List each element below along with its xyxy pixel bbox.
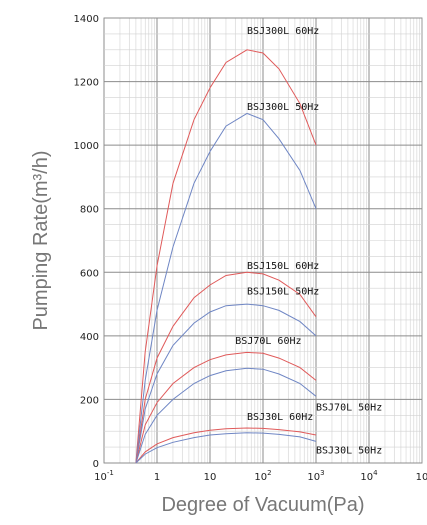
x-tick-label: 104 [360, 469, 378, 483]
y-tick-label: 0 [93, 459, 99, 470]
y-tick-label: 1400 [74, 14, 99, 25]
x-tick-label: 10-1 [94, 469, 114, 483]
series-label: BSJ30L 50Hz [316, 445, 382, 456]
series-lines [135, 49, 317, 464]
series-label: BSJ150L 60Hz [247, 261, 319, 272]
y-tick-label: 400 [80, 332, 99, 343]
y-axis-title: Pumping Rate(m³/h) [30, 150, 52, 330]
series-line [135, 112, 317, 464]
series-line [135, 271, 317, 464]
plot-grid [103, 17, 423, 464]
series-line [135, 351, 317, 464]
x-tick-label: 10 [204, 472, 217, 483]
series-label: BSJ300L 60Hz [247, 26, 319, 37]
series-line [135, 303, 317, 464]
series-line [135, 427, 317, 464]
y-tick-label: 800 [80, 205, 99, 216]
x-tick-labels: 10-1 1 10 102 103 104 10 [94, 469, 427, 483]
x-axis-title: Degree of Vacuum(Pa) [161, 494, 364, 516]
series-line [135, 432, 317, 464]
series-labels: BSJ300L 60Hz BSJ300L 50Hz BSJ150L 60Hz BSJ1… [235, 26, 382, 457]
series-line [135, 49, 317, 464]
x-tick-label: 102 [254, 469, 271, 483]
y-tick-label: 200 [80, 395, 99, 406]
series-label: BSJ300L 50Hz [247, 102, 319, 113]
y-tick-label: 1200 [74, 78, 99, 89]
x-tick-label: 103 [307, 469, 324, 483]
y-tick-label: 600 [80, 268, 99, 279]
series-label: BSJ150L 50Hz [247, 287, 319, 298]
x-tick-label: 1 [154, 472, 160, 483]
y-tick-label: 1000 [74, 141, 99, 152]
series-label: BSJ70L 60Hz [235, 336, 301, 347]
y-tick-labels: 0 200 400 600 800 1000 1200 1400 [74, 14, 99, 470]
series-label: BSJ30L 60Hz [247, 412, 313, 423]
series-label: BSJ70L 50Hz [316, 403, 382, 414]
x-tick-label: 10 [416, 472, 427, 483]
series-line [135, 367, 317, 464]
